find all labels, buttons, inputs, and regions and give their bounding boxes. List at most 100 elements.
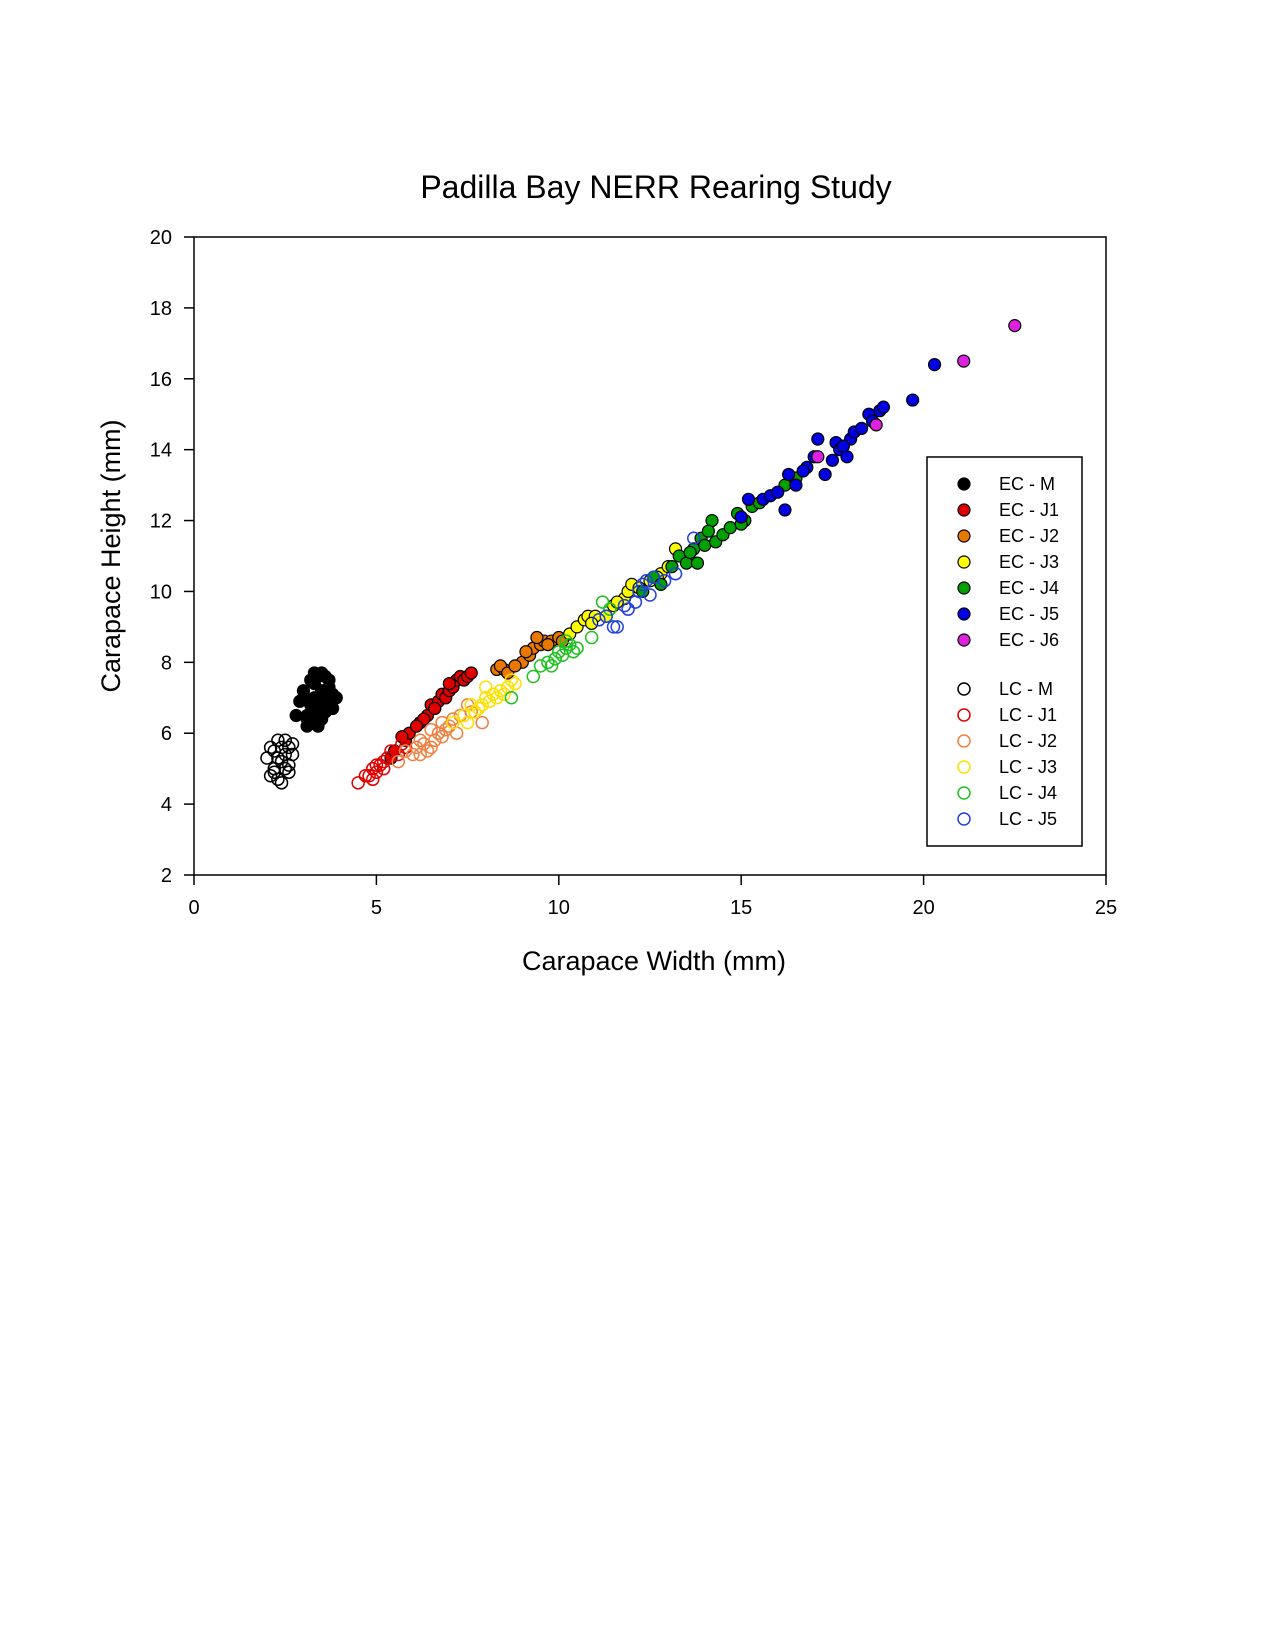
data-point-ec-m [300, 712, 314, 726]
data-point-lc-j3 [482, 694, 497, 709]
legend-marker-ec-j4 [957, 581, 971, 595]
data-point-lc-j4 [562, 637, 577, 652]
data-point-lc-m [282, 758, 296, 772]
legend-marker-lc-j2 [957, 734, 971, 748]
data-point-ec-j1 [464, 666, 478, 680]
legend-label-ec-j1: EC - J1 [999, 500, 1059, 520]
data-point-lc-j3 [508, 676, 522, 691]
x-axis: 0 5 10 15 20 25 [188, 875, 1117, 919]
data-point-lc-j3 [490, 691, 504, 705]
data-point-lc-j5 [621, 602, 635, 616]
data-point-ec-j5 [789, 478, 803, 492]
data-point-lc-j3 [493, 683, 508, 698]
data-point-ec-j4 [690, 556, 705, 570]
data-point-lc-m [274, 740, 289, 755]
legend-label-ec-j5: EC - J5 [999, 604, 1059, 624]
data-point-ec-j5 [836, 439, 850, 453]
data-point-ec-j6 [1008, 319, 1022, 333]
data-point-ec-j4 [654, 577, 668, 591]
data-point-ec-j5 [818, 467, 832, 482]
legend-marker-ec-j2 [957, 529, 971, 543]
data-point-lc-j2 [442, 719, 457, 733]
x-axis-label: Carapace Width (mm) [522, 946, 786, 976]
data-point-lc-j3 [479, 691, 493, 705]
data-point-lc-j5 [635, 577, 650, 592]
data-point-ec-j2 [530, 630, 544, 645]
data-point-ec-m [315, 694, 329, 708]
data-point-lc-j3 [460, 715, 475, 730]
data-point-ec-j2 [541, 638, 555, 652]
data-point-lc-j1 [362, 769, 376, 783]
data-point-lc-j3 [504, 673, 519, 687]
data-point-ec-j5 [741, 492, 756, 506]
data-point-ec-m [304, 694, 318, 708]
data-point-ec-j1 [442, 676, 456, 691]
data-point-lc-j1 [366, 772, 380, 787]
data-point-lc-j1 [369, 758, 384, 772]
legend-label-lc-j1: LC - J1 [999, 705, 1057, 725]
data-point-ec-j5 [906, 393, 920, 407]
legend-marker-ec-j3 [957, 555, 971, 569]
data-point-lc-m [271, 772, 285, 787]
data-point-ec-m [289, 708, 303, 723]
legend-label-lc-j5: LC - J5 [999, 809, 1057, 829]
legend-label-ec-j4: EC - J4 [999, 578, 1059, 598]
data-point-ec-j4 [683, 545, 697, 560]
legend-label-ec-j3: EC - J3 [999, 552, 1059, 572]
data-point-lc-j4 [504, 691, 519, 705]
data-point-lc-j3 [497, 687, 511, 701]
data-point-ec-j3 [585, 616, 599, 630]
data-point-lc-j5 [632, 584, 646, 599]
data-point-lc-j2 [424, 722, 438, 737]
data-point-lc-j1 [366, 761, 380, 776]
data-point-lc-j4 [603, 602, 617, 616]
data-point-ec-j5 [825, 453, 840, 467]
data-point-ec-j6 [811, 450, 825, 464]
data-point-lc-j1 [369, 765, 384, 779]
y-tick-label: 16 [150, 369, 172, 391]
x-tick-label: 25 [1095, 897, 1117, 919]
data-point-lc-j2 [417, 737, 431, 751]
data-point-lc-m [267, 765, 282, 779]
data-point-lc-j4 [544, 659, 559, 673]
data-point-lc-j5 [610, 620, 624, 634]
data-point-lc-j2 [391, 754, 406, 769]
legend-marker-lc-m [957, 682, 971, 696]
data-points [260, 319, 1022, 790]
data-point-ec-j6 [957, 354, 971, 368]
data-point-lc-j4 [555, 648, 570, 662]
data-point-ec-j5 [734, 510, 748, 524]
data-point-lc-j5 [599, 609, 613, 624]
x-tick-label: 15 [730, 897, 752, 919]
data-point-ec-m [311, 719, 325, 733]
data-point-lc-j3 [486, 687, 500, 701]
data-point-lc-j3 [471, 701, 486, 716]
legend-label-lc-m: LC - M [999, 679, 1053, 699]
y-axis: 2 4 6 8 10 12 14 16 18 20 [150, 227, 194, 887]
data-point-lc-j4 [584, 630, 599, 645]
data-point-ec-j5 [771, 485, 785, 499]
data-point-lc-j2 [406, 747, 420, 762]
data-point-lc-j4 [570, 641, 584, 655]
data-point-lc-j4 [541, 655, 555, 670]
data-point-lc-m [278, 733, 292, 748]
data-point-ec-j4 [698, 538, 712, 552]
legend-marker-ec-j5 [957, 607, 971, 621]
plot-frame [193, 236, 1107, 876]
data-point-lc-j2 [475, 715, 489, 730]
data-point-lc-m [271, 733, 285, 748]
data-point-lc-j4 [533, 659, 548, 673]
data-point-lc-j4 [552, 644, 566, 659]
data-point-lc-j5 [657, 574, 672, 588]
data-point-ec-j4 [665, 560, 679, 574]
data-point-ec-j1 [428, 701, 442, 716]
data-point-lc-j4 [595, 595, 610, 609]
data-point-lc-j4 [548, 652, 562, 666]
y-tick-label: 14 [150, 440, 172, 462]
data-point-ec-j5 [927, 358, 942, 372]
data-point-ec-j2 [508, 659, 522, 673]
data-point-lc-m [274, 754, 289, 769]
y-axis-label: Carapace Height (mm) [96, 419, 126, 692]
legend-marker-lc-j4 [957, 786, 971, 800]
data-point-lc-j2 [435, 715, 449, 730]
